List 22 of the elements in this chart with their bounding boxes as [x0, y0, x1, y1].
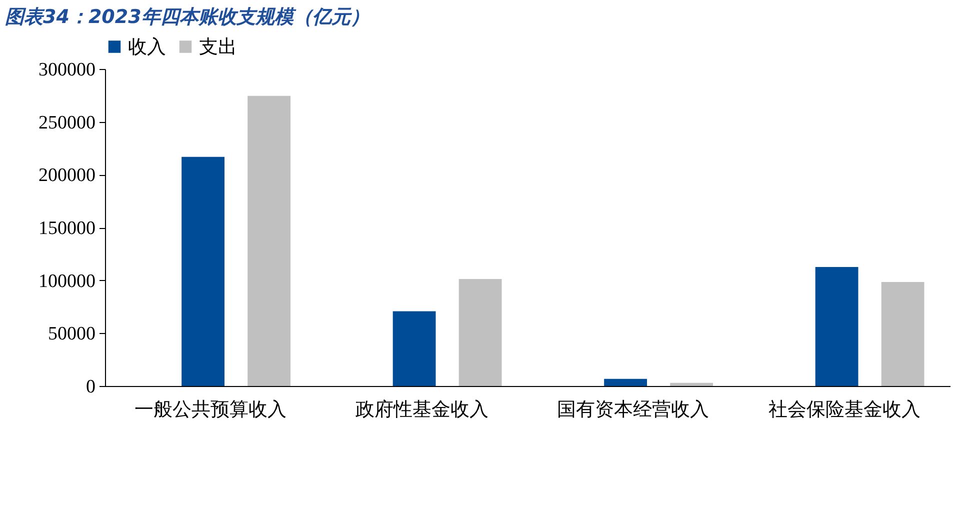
x-tick-label: 国有资本经营收入 — [557, 398, 710, 420]
bar — [182, 156, 224, 386]
bar — [815, 267, 858, 386]
y-tick-label: 50000 — [48, 324, 96, 345]
chart-title: 图表34：2023年四本账收支规模（亿元） — [5, 6, 370, 28]
bar — [458, 278, 502, 386]
y-tick-label: 200000 — [38, 165, 96, 186]
y-tick-label: 250000 — [38, 112, 96, 134]
y-tick-label: 100000 — [38, 270, 96, 292]
y-tick-label: 300000 — [38, 60, 96, 80]
x-tick-label: 社会保险基金收入 — [768, 398, 920, 420]
bar — [392, 311, 436, 386]
legend-label: 支出 — [199, 36, 237, 58]
bar — [604, 378, 647, 386]
y-tick-label: 0 — [86, 376, 96, 398]
bar — [248, 96, 291, 386]
x-tick-label: 政府性基金收入 — [355, 398, 488, 420]
legend-label: 收入 — [128, 36, 166, 58]
bar — [670, 382, 714, 386]
bar — [881, 282, 924, 386]
x-tick-label: 一般公共预算收入 — [134, 398, 287, 420]
y-tick-label: 150000 — [38, 218, 96, 239]
